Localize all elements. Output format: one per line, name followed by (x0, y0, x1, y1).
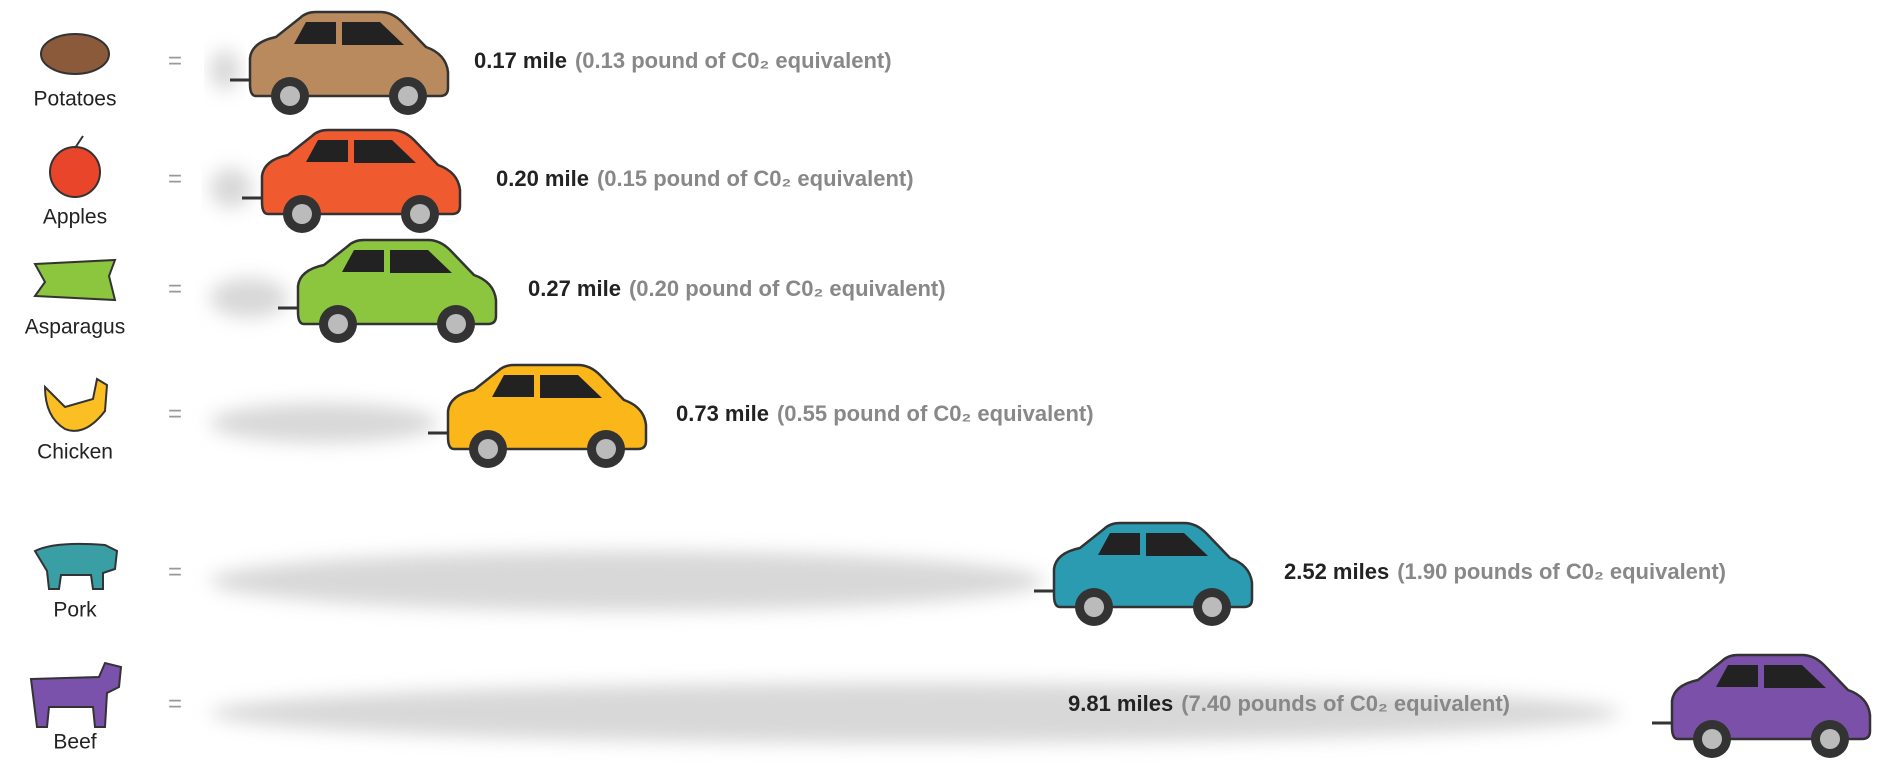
hubcap (280, 86, 300, 106)
distance: 0.17 mile (474, 48, 567, 73)
emission-caption: 0.20 mile (0.15 pound of C0₂ equivalent) (496, 166, 914, 191)
food-label: Apples (43, 206, 107, 229)
car (428, 365, 646, 468)
distance: 2.52 miles (1284, 559, 1389, 584)
hubcap (328, 314, 348, 334)
apple-icon (50, 147, 100, 197)
distance: 0.20 mile (496, 166, 589, 191)
food-label: Pork (53, 599, 97, 622)
exhaust-cloud (210, 50, 240, 90)
hubcap (1820, 729, 1840, 749)
hubcap (446, 314, 466, 334)
infographic: Potatoes = 0.17 mile (0.13 pound of C0₂ equ… (0, 0, 1883, 777)
emission-caption: 0.27 mile (0.20 pound of C0₂ equivalent) (528, 276, 946, 301)
exhaust-cloud (210, 551, 1044, 611)
chicken-icon (45, 379, 107, 431)
equals-sign: = (168, 47, 182, 74)
car (242, 130, 460, 233)
car (230, 12, 448, 115)
hubcap (1084, 597, 1104, 617)
potato-icon (41, 34, 109, 74)
equals-sign: = (168, 558, 182, 585)
emissions: (1.90 pounds of C0₂ equivalent) (1397, 559, 1726, 584)
hubcap (596, 439, 616, 459)
hubcap (478, 439, 498, 459)
pig-icon (35, 544, 117, 589)
car (1034, 523, 1252, 626)
food-label: Chicken (37, 441, 113, 464)
exhaust-cloud (210, 278, 288, 318)
food-label: Potatoes (34, 88, 117, 111)
equals-sign: = (168, 690, 182, 717)
emissions: (0.15 pound of C0₂ equivalent) (597, 166, 914, 191)
distance: 0.73 mile (676, 401, 769, 426)
hubcap (398, 86, 418, 106)
exhaust-cloud (210, 168, 252, 208)
exhaust-cloud (210, 403, 438, 443)
emission-caption: 0.17 mile (0.13 pound of C0₂ equivalent) (474, 48, 892, 73)
equals-sign: = (168, 275, 182, 302)
emissions: (7.40 pounds of C0₂ equivalent) (1181, 691, 1510, 716)
hubcap (292, 204, 312, 224)
distance: 0.27 mile (528, 276, 621, 301)
cow-icon (31, 663, 121, 727)
distance: 9.81 miles (1068, 691, 1173, 716)
equals-sign: = (168, 400, 182, 427)
hubcap (410, 204, 430, 224)
hubcap (1202, 597, 1222, 617)
asparagus-icon (35, 260, 115, 300)
emission-caption: 9.81 miles (7.40 pounds of C0₂ equivalent… (1068, 691, 1510, 716)
emission-caption: 0.73 mile (0.55 pound of C0₂ equivalent) (676, 401, 1094, 426)
food-label: Asparagus (25, 316, 125, 339)
emissions: (0.13 pound of C0₂ equivalent) (575, 48, 892, 73)
emissions: (0.20 pound of C0₂ equivalent) (629, 276, 946, 301)
emission-caption: 2.52 miles (1.90 pounds of C0₂ equivalent… (1284, 559, 1726, 584)
apple-stem (75, 136, 83, 148)
equals-sign: = (168, 165, 182, 192)
emissions: (0.55 pound of C0₂ equivalent) (777, 401, 1094, 426)
car (278, 240, 496, 343)
car (1652, 655, 1870, 758)
hubcap (1702, 729, 1722, 749)
food-label: Beef (53, 731, 96, 754)
